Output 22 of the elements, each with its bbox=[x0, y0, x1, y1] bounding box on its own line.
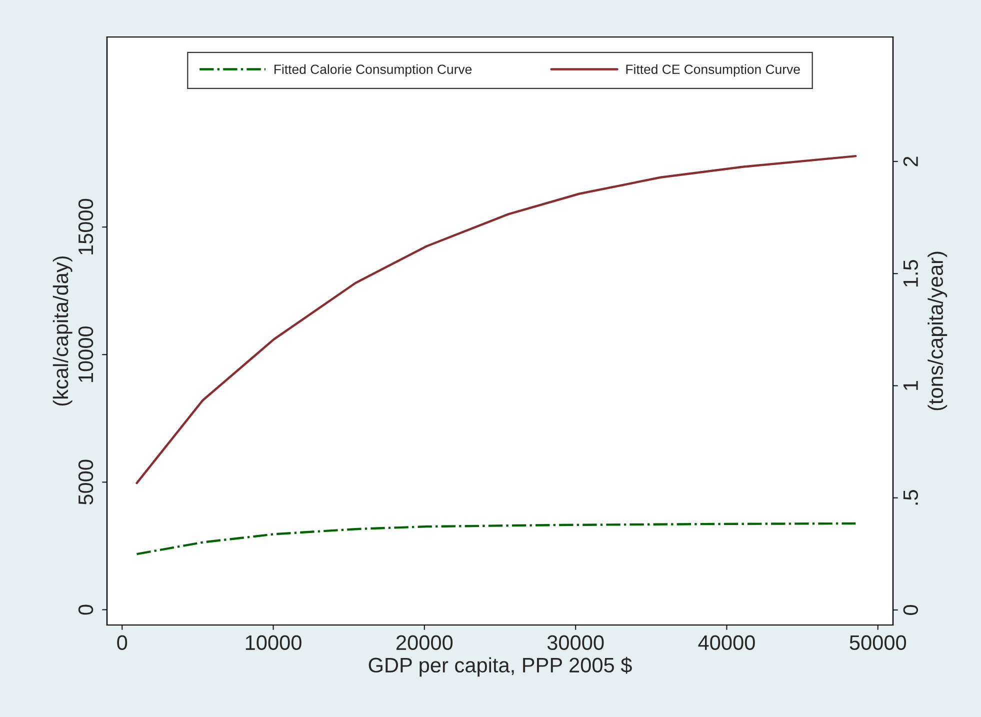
line-series bbox=[136, 154, 857, 484]
x-tick-label: 20000 bbox=[396, 635, 453, 650]
y-tick-label: 10000 bbox=[78, 326, 94, 382]
y-tick-label: 15000 bbox=[78, 198, 94, 254]
y-axis-title: (kcal/capita/day) bbox=[52, 256, 72, 406]
y2-tick-label: .5 bbox=[903, 490, 918, 505]
y2-tick-label: 1.5 bbox=[903, 260, 918, 286]
y-tick-label: 0 bbox=[78, 604, 94, 615]
x-tick-label: 40000 bbox=[698, 635, 755, 650]
x-tick-label: 10000 bbox=[246, 635, 302, 650]
y-tick-label: 5000 bbox=[78, 460, 94, 504]
line-series bbox=[136, 522, 857, 556]
x-tick-label: 0 bbox=[117, 635, 128, 650]
y2-axis-title: (tons/capita/year) bbox=[928, 252, 948, 410]
legend-label: Fitted Calorie Consumption Curve bbox=[274, 64, 472, 77]
legend-label: Fitted CE Consumption Curve bbox=[626, 64, 800, 77]
y2-tick-label: 2 bbox=[903, 156, 918, 166]
x-tick-label: 30000 bbox=[547, 635, 604, 650]
x-axis-title: GDP per capita, PPP 2005 $ bbox=[368, 656, 632, 677]
y2-tick-label: 0 bbox=[903, 604, 918, 615]
y2-tick-label: 1 bbox=[903, 380, 918, 390]
x-tick-label: 50000 bbox=[850, 635, 906, 650]
